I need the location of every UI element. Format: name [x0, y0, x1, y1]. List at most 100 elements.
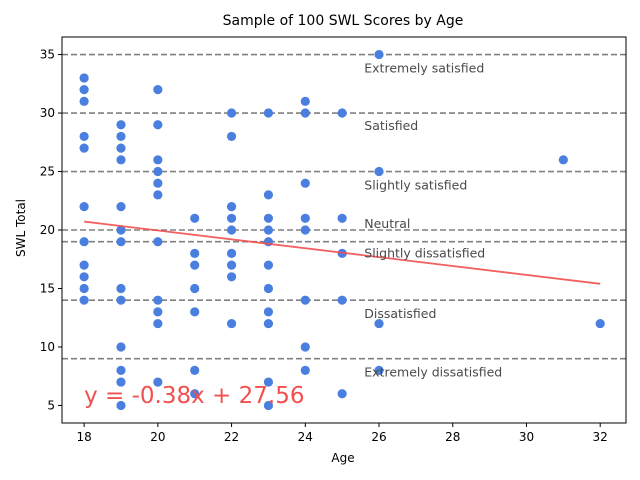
data-point	[190, 213, 200, 223]
data-point	[79, 295, 89, 305]
x-axis-label: Age	[331, 451, 354, 465]
data-point	[374, 365, 384, 375]
data-point	[263, 190, 274, 200]
x-tick-label: 18	[76, 430, 91, 444]
data-point	[116, 365, 126, 375]
band-label: Satisfied	[364, 118, 418, 133]
data-point	[79, 131, 89, 142]
regression-line-group: y = -0.38x + 27.56	[84, 220, 601, 409]
data-point	[153, 295, 163, 305]
data-point	[79, 96, 89, 106]
x-tick-label: 28	[445, 430, 460, 444]
data-point	[116, 120, 126, 130]
band-label: Extremely satisfied	[364, 61, 484, 76]
data-point	[153, 377, 163, 387]
data-point	[226, 131, 237, 142]
y-tick-label: 30	[40, 106, 55, 120]
data-point	[226, 260, 237, 270]
data-point	[190, 248, 200, 258]
data-point	[300, 108, 310, 118]
data-point	[226, 248, 237, 258]
y-tick-label: 25	[40, 165, 55, 179]
x-axis: 18 20 22 24 26 28 30 32	[76, 423, 608, 444]
data-point	[153, 166, 163, 177]
data-point	[116, 202, 126, 212]
data-point	[337, 213, 347, 223]
data-point	[116, 377, 126, 387]
data-point	[153, 120, 163, 130]
chart-title: Sample of 100 SWL Scores by Age	[223, 13, 464, 29]
data-point	[79, 272, 89, 282]
data-point	[116, 143, 126, 153]
data-point	[190, 389, 200, 399]
data-point	[263, 377, 274, 387]
data-point	[153, 307, 163, 317]
data-point	[116, 155, 126, 165]
data-point	[79, 143, 89, 153]
data-point	[153, 237, 163, 247]
data-point	[79, 283, 89, 294]
regression-line	[84, 220, 601, 285]
x-tick-label: 20	[150, 430, 165, 444]
data-point	[226, 225, 237, 235]
band-label: Dissatisfied	[364, 306, 436, 321]
y-tick-label: 5	[47, 398, 55, 412]
plot-frame	[61, 36, 627, 424]
data-point	[300, 96, 310, 106]
y-tick-label: 35	[40, 48, 55, 62]
data-point	[263, 260, 274, 270]
y-tick-label: 10	[40, 340, 55, 354]
data-point	[374, 166, 384, 177]
data-point	[374, 318, 384, 329]
data-point	[300, 213, 310, 223]
data-point	[116, 225, 126, 235]
data-point	[190, 260, 200, 270]
band-labels: Extremely satisfied Satisfied Slightly sat…	[364, 61, 502, 380]
band-label: Slightly dissatisfied	[364, 245, 485, 260]
data-point	[374, 49, 384, 60]
reference-lines	[62, 53, 626, 360]
y-axis-label: SWL Total	[14, 199, 28, 257]
y-tick-label: 20	[40, 223, 55, 237]
data-point	[263, 307, 274, 317]
data-point	[79, 85, 89, 95]
x-tick-label: 32	[593, 430, 608, 444]
data-point	[153, 85, 163, 95]
data-point	[263, 108, 274, 118]
data-point	[263, 283, 274, 294]
data-point	[153, 155, 163, 165]
data-point	[116, 283, 126, 294]
data-point	[116, 400, 126, 411]
data-point	[226, 272, 237, 282]
data-point	[337, 389, 347, 399]
data-point	[337, 108, 347, 118]
data-point	[226, 318, 237, 329]
y-axis: 5 10 15 20 25 30 35	[40, 48, 62, 412]
data-point	[337, 295, 347, 305]
data-point	[558, 155, 568, 165]
data-point	[116, 295, 126, 305]
data-point	[226, 213, 237, 223]
x-tick-label: 24	[298, 430, 313, 444]
data-point	[263, 400, 274, 411]
data-point	[263, 213, 274, 223]
data-point	[226, 108, 237, 118]
band-label: Slightly satisfied	[364, 178, 467, 193]
data-point	[263, 225, 274, 235]
data-point	[595, 318, 605, 329]
band-label: Extremely dissatisfied	[364, 365, 502, 380]
data-point	[300, 342, 310, 352]
data-point	[190, 283, 200, 294]
x-tick-label: 30	[519, 430, 534, 444]
data-point	[153, 318, 163, 329]
data-point	[79, 73, 89, 83]
data-point	[300, 225, 310, 235]
band-label: Neutral	[364, 216, 410, 231]
data-point	[153, 190, 163, 200]
regression-equation-label: y = -0.38x + 27.56	[84, 383, 304, 409]
data-point	[263, 318, 274, 329]
data-point	[300, 295, 310, 305]
data-point	[116, 237, 126, 247]
y-tick-label: 15	[40, 281, 55, 295]
